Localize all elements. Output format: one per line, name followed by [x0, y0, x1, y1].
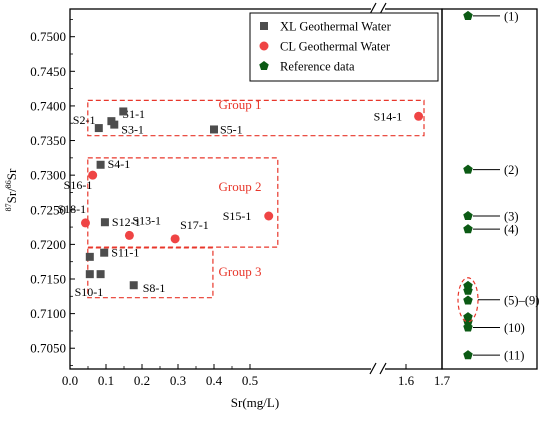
xl-point — [85, 270, 94, 279]
reference-label: (3) — [504, 210, 519, 224]
x-tick-label: 1.6 — [398, 373, 415, 388]
group-label: Group 3 — [219, 264, 262, 279]
group-box — [87, 157, 279, 248]
point-label: S16-1 — [64, 178, 93, 192]
xl-point — [119, 107, 128, 116]
reference-point — [463, 10, 473, 20]
xl-point — [94, 124, 103, 133]
y-axis-title: 87Sr/86Sr — [4, 168, 19, 211]
y-tick-label: 0.7400 — [30, 98, 66, 113]
y-tick-label: 0.7300 — [30, 168, 66, 183]
legend-marker — [259, 61, 269, 71]
reference-point — [463, 224, 473, 234]
point-label: S5-1 — [220, 122, 243, 136]
x-axis-title: Sr(mg/L) — [231, 395, 279, 410]
x-tick-label: 1.7 — [434, 373, 451, 388]
axis-break-mark — [369, 362, 377, 375]
point-label: S12-1 — [112, 215, 141, 229]
reference-label: (11) — [504, 349, 524, 363]
y-tick-label: 0.7050 — [30, 341, 66, 356]
reference-label: (2) — [504, 163, 519, 177]
cl-point — [124, 230, 134, 240]
point-label: S14-1 — [374, 109, 403, 123]
x-tick-label: 0.2 — [134, 373, 150, 388]
legend-label: XL Geothermal Water — [280, 20, 392, 34]
group-box — [87, 99, 425, 137]
xl-point — [110, 120, 119, 129]
legend-label: Reference data — [280, 60, 355, 74]
point-label: S17-1 — [180, 218, 209, 232]
reference-point — [463, 164, 473, 174]
x-tick-label: 0.3 — [170, 373, 186, 388]
reference-point — [463, 295, 473, 305]
xl-point — [210, 125, 218, 134]
xl-point — [96, 270, 105, 279]
reference-panel-frame — [441, 8, 538, 370]
axis-break-mark-top — [379, 2, 387, 15]
x-tick-label: 0.4 — [206, 373, 223, 388]
reference-label: (5)–(9) — [504, 293, 539, 307]
legend-marker — [260, 22, 268, 30]
x-tick-label: 0.1 — [98, 373, 114, 388]
point-label: S4-1 — [108, 157, 131, 171]
y-tick-label: 0.7250 — [30, 202, 66, 217]
reference-point — [463, 350, 473, 360]
cl-point — [80, 218, 90, 228]
y-axis-title-sup: 87 — [4, 203, 13, 211]
point-label: S1-1 — [122, 107, 145, 121]
reference-point — [463, 211, 473, 221]
xl-point — [129, 281, 138, 290]
y-tick-label: 0.7350 — [30, 133, 66, 148]
point-label: S3-1 — [121, 123, 144, 137]
reference-point — [463, 316, 473, 326]
group-label: Group 2 — [219, 179, 262, 194]
axis-break-mark — [379, 362, 387, 375]
cl-point — [264, 211, 274, 221]
reference-point — [463, 285, 473, 295]
xl-point — [100, 248, 109, 257]
cl-point — [88, 170, 98, 180]
reference-label: (1) — [504, 9, 519, 23]
legend-box — [249, 12, 439, 82]
reference-point — [463, 322, 473, 332]
cl-point — [170, 234, 180, 244]
x-tick-label: 0.5 — [242, 373, 258, 388]
reference-label: (4) — [504, 223, 519, 237]
y-tick-label: 0.7150 — [30, 272, 66, 287]
xl-point — [96, 160, 105, 169]
y-tick-label: 0.7450 — [30, 64, 66, 79]
point-label: S10-1 — [75, 285, 104, 299]
x-tick-label: 0.0 — [62, 373, 78, 388]
y-axis-title-sup: 86 — [4, 180, 13, 188]
point-label: S18-1 — [57, 202, 86, 216]
point-label: S11-1 — [111, 246, 139, 260]
y-tick-label: 0.7100 — [30, 306, 66, 321]
legend-marker — [259, 41, 269, 51]
y-axis-title-tail: Sr — [4, 168, 19, 180]
y-tick-label: 0.7500 — [30, 29, 66, 44]
xl-point — [100, 218, 109, 227]
axis-break-mark-top — [369, 2, 377, 15]
legend-label: CL Geothermal Water — [280, 40, 391, 54]
cl-point — [414, 111, 424, 121]
y-tick-label: 0.7200 — [30, 237, 66, 252]
point-label: S8-1 — [143, 281, 166, 295]
reference-label: (10) — [504, 321, 525, 335]
point-label: S13-1 — [132, 213, 161, 227]
point-label: S15-1 — [223, 209, 252, 223]
group-label: Group 1 — [219, 97, 262, 112]
xl-point — [85, 252, 94, 261]
y-axis-title-mid: Sr/ — [4, 188, 19, 204]
point-label: S2-1 — [73, 113, 96, 127]
